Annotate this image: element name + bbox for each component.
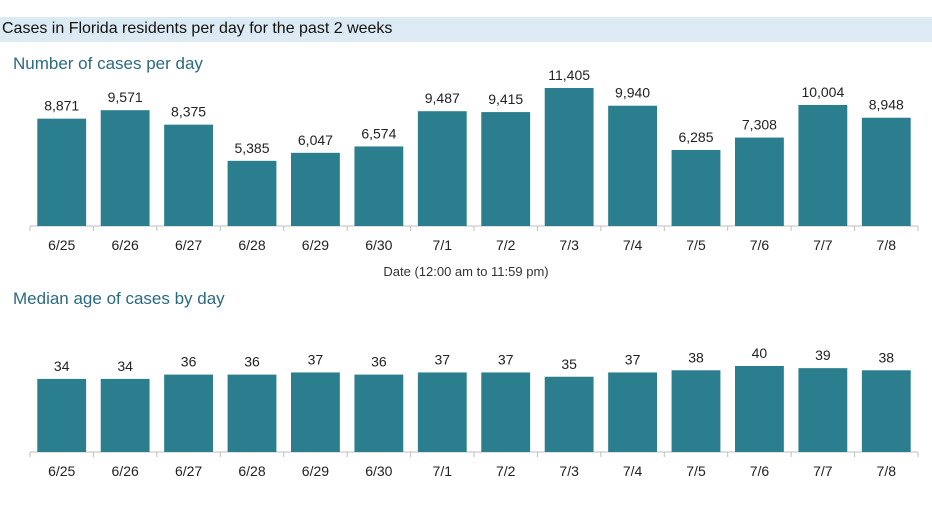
age-tick-label: 6/30 [365, 463, 392, 479]
cases-value-label: 11,405 [548, 67, 590, 83]
age-value-label: 38 [878, 349, 894, 365]
age-value-label: 37 [498, 351, 514, 367]
age-tick-label: 6/29 [302, 463, 329, 479]
cases-bar [671, 149, 721, 226]
cases-bar [481, 112, 531, 226]
age-value-label: 36 [371, 354, 387, 370]
age-tick-label: 7/1 [433, 463, 453, 479]
cases-tick-label: 7/6 [750, 237, 770, 253]
cases-bar [798, 104, 848, 226]
cases-bar [608, 105, 657, 226]
cases-value-label: 6,285 [678, 129, 713, 145]
median-age-chart-title: Median age of cases by day [13, 289, 225, 308]
age-bar [100, 378, 150, 452]
cases-bar [544, 88, 594, 226]
cases-value-label: 6,047 [298, 132, 333, 148]
age-value-label: 39 [815, 347, 831, 363]
age-value-label: 35 [561, 356, 577, 372]
age-tick-label: 7/4 [623, 463, 643, 479]
age-bar [481, 372, 531, 452]
age-bar [608, 372, 657, 452]
age-bar [671, 370, 721, 452]
cases-tick-label: 7/3 [559, 237, 579, 253]
age-value-label: 37 [308, 351, 324, 367]
cases-value-label: 9,415 [488, 91, 523, 107]
age-bar [417, 372, 467, 452]
age-value-label: 37 [434, 351, 450, 367]
cases-bar [354, 146, 404, 226]
age-value-label: 36 [181, 354, 197, 370]
cases-bar [164, 124, 213, 226]
age-tick-label: 7/2 [496, 463, 516, 479]
age-bar [798, 368, 848, 452]
cases-value-label: 8,375 [171, 104, 206, 120]
cases-value-label: 7,308 [742, 117, 777, 133]
age-bar [354, 374, 404, 452]
cases-bar [735, 137, 784, 226]
age-bar [861, 370, 911, 452]
age-tick-label: 7/5 [686, 463, 706, 479]
age-value-label: 37 [625, 351, 641, 367]
cases-tick-label: 7/7 [813, 237, 833, 253]
cases-bar [100, 110, 150, 226]
page-title: Cases in Florida residents per day for t… [2, 20, 393, 37]
cases-chart-xaxis-label: Date (12:00 am to 11:59 pm) [383, 264, 549, 279]
age-tick-label: 7/8 [877, 463, 897, 479]
age-value-label: 36 [244, 354, 260, 370]
cases-chart-title: Number of cases per day [13, 54, 203, 73]
cases-tick-label: 7/1 [433, 237, 453, 253]
cases-bar [417, 111, 467, 226]
cases-value-label: 10,004 [801, 84, 844, 100]
age-value-label: 40 [752, 345, 768, 361]
cases-value-label: 9,487 [425, 90, 460, 106]
cases-tick-label: 6/26 [112, 237, 139, 253]
cases-bar [37, 118, 87, 226]
age-bar [735, 366, 784, 452]
age-bar [227, 374, 277, 452]
age-bar [164, 374, 213, 452]
cases-tick-label: 7/5 [686, 237, 706, 253]
age-value-label: 38 [688, 349, 704, 365]
cases-value-label: 9,940 [615, 85, 650, 101]
age-value-label: 34 [54, 358, 70, 374]
cases-bar [291, 152, 340, 226]
age-tick-label: 6/27 [175, 463, 202, 479]
age-tick-label: 6/25 [48, 463, 75, 479]
age-tick-label: 6/28 [238, 463, 265, 479]
cases-tick-label: 6/29 [302, 237, 329, 253]
cases-tick-label: 7/4 [623, 237, 643, 253]
cases-tick-label: 7/2 [496, 237, 516, 253]
cases-tick-label: 6/28 [238, 237, 265, 253]
cases-value-label: 5,385 [234, 140, 269, 156]
cases-value-label: 8,871 [44, 98, 79, 114]
cases-tick-label: 7/8 [877, 237, 897, 253]
cases-bar [861, 117, 911, 226]
cases-per-day-chart: 8,871 6/25 9,571 6/26 8,375 6/27 5,385 6/28 6,04… [29, 67, 919, 253]
cases-bar [227, 160, 277, 226]
age-tick-label: 6/26 [112, 463, 139, 479]
age-bar [544, 376, 594, 452]
cases-value-label: 8,948 [869, 97, 904, 113]
cases-tick-label: 6/27 [175, 237, 202, 253]
cases-value-label: 9,571 [108, 89, 143, 105]
age-bar [291, 372, 340, 452]
age-tick-label: 7/6 [750, 463, 770, 479]
age-tick-label: 7/7 [813, 463, 833, 479]
age-bar [37, 378, 87, 452]
cases-tick-label: 6/25 [48, 237, 75, 253]
cases-tick-label: 6/30 [365, 237, 392, 253]
header-bar [0, 17, 932, 42]
cases-value-label: 6,574 [361, 125, 396, 141]
age-tick-label: 7/3 [559, 463, 579, 479]
age-value-label: 34 [117, 358, 133, 374]
